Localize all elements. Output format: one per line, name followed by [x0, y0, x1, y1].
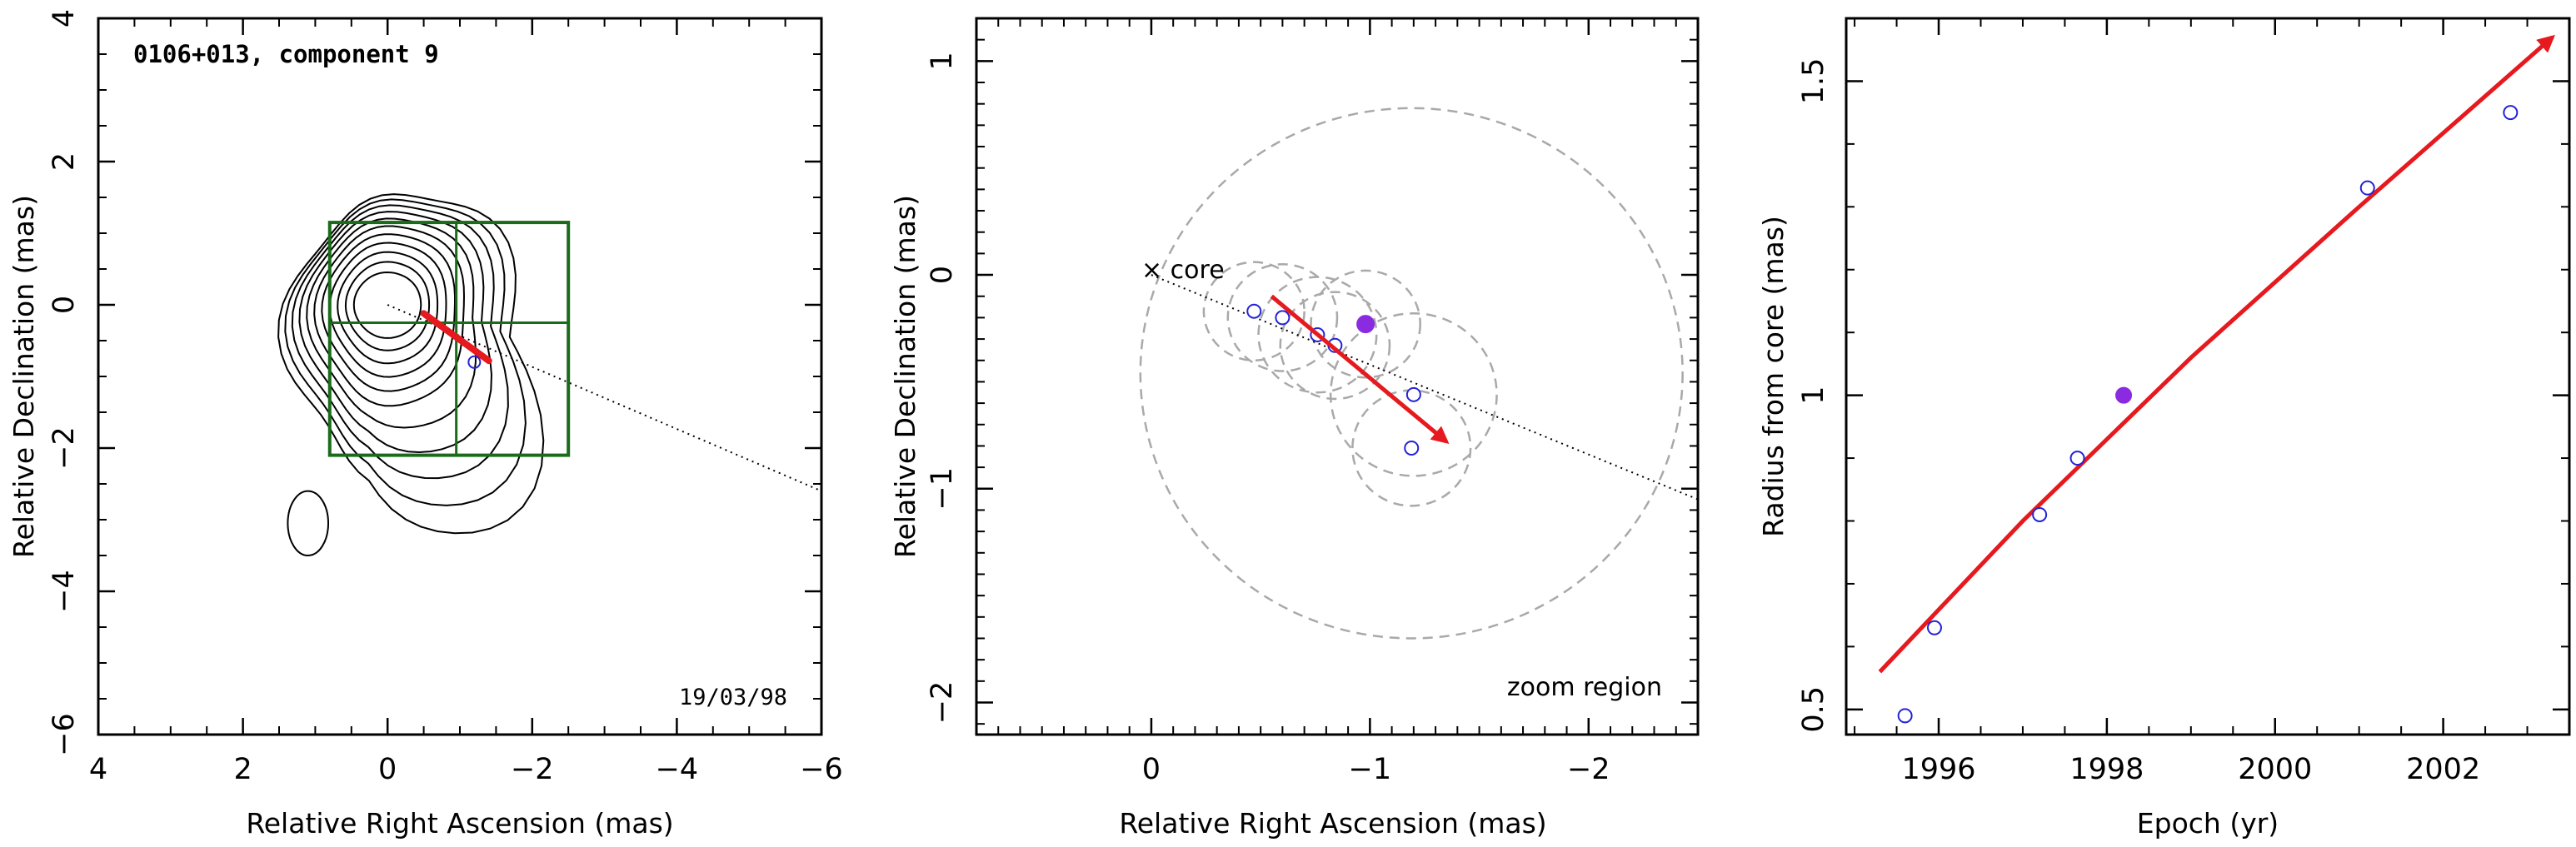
x-tick-label: 0 — [1142, 753, 1161, 786]
y-tick-label: 4 — [47, 9, 81, 27]
x-axis-title: Epoch (yr) — [2137, 807, 2279, 840]
plot-frame — [97, 17, 823, 736]
component-size-circle — [1329, 312, 1498, 477]
current-point — [1356, 315, 1375, 334]
x-tick-label: 1996 — [1901, 753, 1975, 786]
tick-marks — [97, 17, 823, 736]
data-point — [2032, 506, 2048, 522]
y-axis-title: Relative Declination (mas) — [889, 195, 921, 558]
contour-line — [344, 261, 431, 351]
current-point — [2115, 386, 2133, 404]
y-tick-labels: 0.5 1 1.5 — [1797, 58, 1830, 733]
plot-frame — [1845, 17, 2571, 736]
zoom-region-label: zoom region — [1507, 673, 1662, 702]
y-tick-label: 0.5 — [1797, 686, 1830, 733]
y-tick-label: −6 — [47, 713, 81, 756]
contour-line — [284, 198, 527, 506]
contour-map-panel: 4 2 0 −2 −4 −6 −6 −4 −2 0 2 4 0106+013, component … — [7, 9, 843, 840]
contour-line — [277, 193, 545, 535]
x-tick-labels: 1996 1998 2000 2002 — [1901, 753, 2480, 786]
trail-point — [1246, 303, 1262, 319]
contour-line — [306, 217, 477, 429]
motion-arrow — [1270, 294, 1450, 444]
x-axis-title: Relative Right Ascension (mas) — [1119, 807, 1546, 840]
motion-arrow — [420, 310, 492, 365]
component-size-circle — [1310, 269, 1421, 379]
date-label: 19/03/98 — [679, 685, 787, 710]
component-size-circle — [1279, 291, 1391, 401]
y-tick-label: 1 — [926, 52, 959, 70]
component-size-circle — [1226, 262, 1339, 372]
fit-curve — [1878, 34, 2555, 674]
x-tick-label: 2000 — [2238, 753, 2312, 786]
zoom-region-circle — [1139, 107, 1684, 640]
radius-epoch-panel: 1996 1998 2000 2002 0.5 1 1.5 Epoch (yr) Radi… — [1757, 17, 2571, 840]
contour-line — [313, 225, 466, 407]
x-tick-labels: 0 −1 −2 — [1142, 753, 1610, 786]
y-tick-label: 2 — [47, 152, 81, 171]
tick-marks — [976, 17, 1699, 735]
x-tick-label: −2 — [1567, 753, 1610, 786]
x-tick-label: 0 — [378, 753, 397, 786]
y-axis-title: Relative Declination (mas) — [7, 195, 40, 558]
data-point — [2069, 451, 2085, 466]
y-tick-label: −2 — [47, 426, 81, 470]
core-label: × core — [1141, 256, 1225, 285]
trail-point — [1405, 386, 1421, 402]
contour-line — [337, 251, 439, 365]
data-point — [1897, 708, 1913, 724]
x-tick-label: −6 — [800, 753, 843, 786]
contour-line — [352, 271, 422, 339]
data-point — [2359, 180, 2375, 196]
y-tick-label: 1 — [1797, 386, 1830, 404]
x-tick-label: 2002 — [2406, 753, 2480, 786]
x-tick-label: 1998 — [2069, 753, 2144, 786]
x-tick-label: 2 — [233, 753, 252, 786]
panel-title: 0106+013, component 9 — [133, 40, 439, 68]
contour-line — [287, 490, 330, 556]
y-tick-label: −2 — [926, 681, 959, 725]
tick-marks — [1846, 17, 2570, 735]
contour-line — [328, 242, 447, 378]
y-tick-labels: −6 −4 −2 0 2 4 — [47, 9, 81, 756]
x-tick-label: −2 — [511, 753, 554, 786]
data-point — [2503, 105, 2519, 121]
trail-point — [1404, 441, 1420, 456]
zoom-trail-panel: 0 −1 −2 −2 −1 0 1 × core zoom region Relative… — [889, 17, 1700, 840]
x-tick-labels: 4 2 0 −2 −4 −6 — [89, 753, 843, 786]
component-point — [467, 355, 482, 369]
trail-point — [1275, 310, 1290, 326]
x-tick-label: −4 — [656, 753, 699, 786]
y-tick-label: 0 — [926, 266, 959, 284]
contour-line — [321, 233, 456, 392]
plot-frame — [975, 17, 1700, 736]
data-point — [1926, 620, 1942, 635]
x-tick-label: 4 — [89, 753, 107, 786]
component-size-circle — [1257, 276, 1378, 394]
x-tick-label: −1 — [1349, 753, 1392, 786]
y-tick-label: −4 — [47, 570, 81, 613]
ridge-line — [1151, 274, 1699, 501]
zoom-box — [327, 221, 571, 457]
y-tick-label: 0 — [47, 296, 81, 314]
y-tick-label: −1 — [926, 467, 959, 511]
y-tick-label: 1.5 — [1797, 58, 1830, 105]
x-axis-title: Relative Right Ascension (mas) — [246, 807, 673, 840]
y-tick-labels: −2 −1 0 1 — [926, 52, 959, 724]
component-size-circle — [1202, 261, 1305, 361]
y-axis-title: Radius from core (mas) — [1757, 216, 1790, 537]
